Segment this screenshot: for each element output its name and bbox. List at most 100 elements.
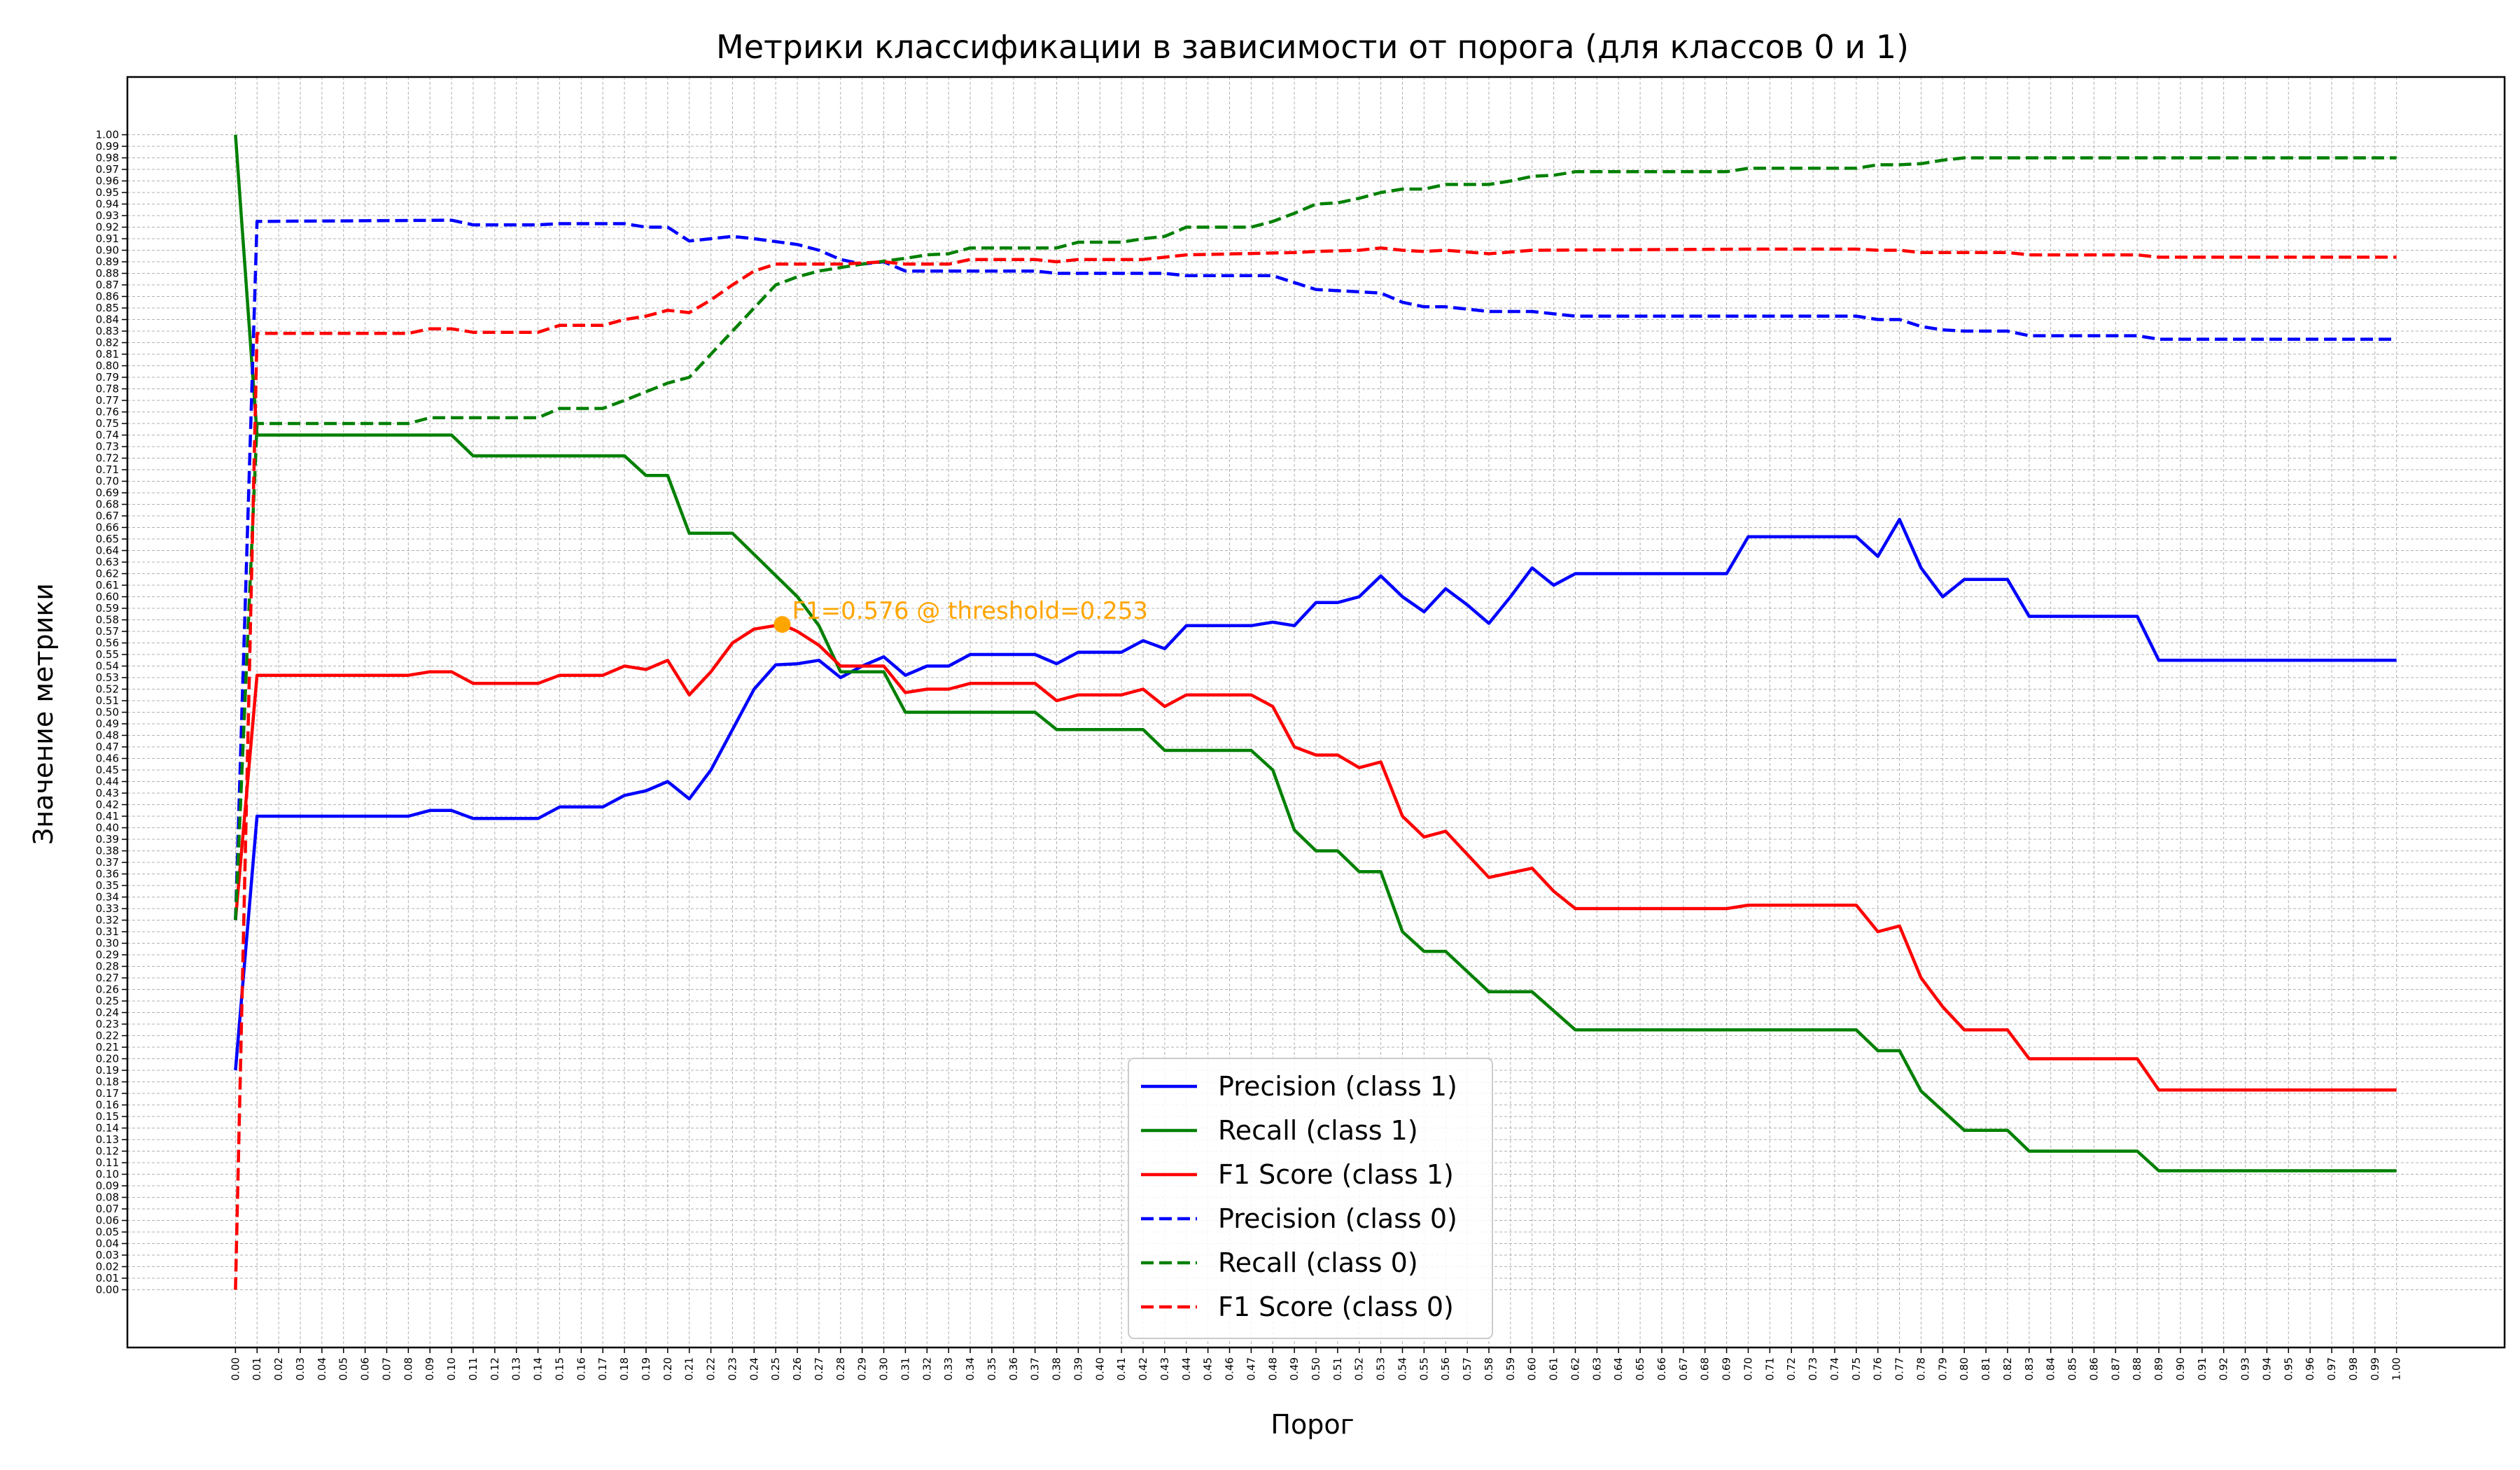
y-tick-label: 0.53: [96, 671, 119, 684]
series-line: [234, 622, 2397, 1092]
x-tick-label: 0.55: [1418, 1357, 1430, 1380]
y-tick-label: 0.10: [96, 1168, 119, 1181]
y-tick-label: 0.97: [96, 163, 119, 176]
y-tick-label: 0.39: [96, 833, 119, 846]
x-tick-label: 0.86: [2087, 1357, 2100, 1380]
x-tick-label: 0.42: [1137, 1357, 1149, 1380]
series-line: [234, 156, 2397, 920]
x-tick-label: 0.00: [229, 1357, 241, 1380]
y-tick-label: 0.74: [96, 429, 119, 442]
y-tick-label: 0.19: [96, 1064, 119, 1077]
x-tick-label: 0.44: [1180, 1357, 1193, 1380]
x-tick-label: 0.05: [337, 1357, 350, 1380]
y-tick-label: 0.69: [96, 486, 119, 499]
x-tick-label: 0.78: [1914, 1357, 1927, 1380]
x-tick-label: 0.21: [683, 1357, 696, 1380]
x-tick-label: 0.68: [1699, 1357, 1712, 1380]
x-tick-label: 0.65: [1634, 1357, 1646, 1380]
y-tick-label: 0.62: [96, 568, 119, 580]
y-tick-label: 0.14: [96, 1122, 119, 1135]
x-tick-label: 0.94: [2260, 1357, 2273, 1380]
x-tick-label: 0.51: [1331, 1357, 1344, 1380]
x-axis-label: Порог: [1270, 1409, 1354, 1440]
x-tick-label: 0.63: [1590, 1357, 1603, 1380]
series-line: [234, 246, 2397, 1290]
y-tick-label: 0.86: [96, 290, 119, 303]
y-tick-label: 0.51: [96, 694, 119, 707]
y-tick-label: 0.03: [96, 1249, 119, 1261]
x-tick-label: 1.00: [2390, 1357, 2403, 1380]
y-tick-label: 0.68: [96, 498, 119, 511]
y-tick-label: 0.38: [96, 845, 119, 858]
y-tick-label: 0.77: [96, 394, 119, 407]
x-tick-label: 0.72: [1785, 1357, 1798, 1380]
best-f1-label: F1=0.576 @ threshold=0.253: [792, 597, 1148, 625]
x-tick-label: 0.81: [1980, 1357, 1992, 1380]
x-tick-label: 0.41: [1115, 1357, 1128, 1380]
legend-label: Recall (class 0): [1218, 1247, 1418, 1278]
y-tick-label: 0.96: [96, 175, 119, 188]
x-tick-label: 0.34: [964, 1357, 976, 1380]
annotation: F1=0.576 @ threshold=0.253: [774, 597, 1148, 634]
y-tick-label: 0.44: [96, 776, 119, 788]
y-tick-label: 0.65: [96, 533, 119, 545]
x-tick-label: 0.13: [510, 1357, 523, 1380]
x-tick-label: 0.31: [899, 1357, 911, 1380]
grid-group: [127, 77, 2505, 1348]
y-tick-label: 0.89: [96, 255, 119, 268]
y-tick-label: 0.72: [96, 452, 119, 465]
x-tick-label: 0.47: [1245, 1357, 1257, 1380]
x-tick-label: 0.95: [2282, 1357, 2295, 1380]
y-tick-label: 0.87: [96, 279, 119, 291]
x-tick-label: 0.03: [294, 1357, 307, 1380]
x-tick-label: 0.38: [1051, 1357, 1063, 1380]
x-tick-label: 0.16: [575, 1357, 587, 1380]
y-axis-label: Значение метрики: [28, 583, 59, 845]
y-tick-label: 0.29: [96, 948, 119, 961]
y-tick-label: 0.70: [96, 475, 119, 488]
x-tick-label: 0.29: [856, 1357, 869, 1380]
y-tick-label: 0.37: [96, 856, 119, 869]
x-tick-label: 0.92: [2218, 1357, 2230, 1380]
x-tick-label: 0.17: [596, 1357, 609, 1380]
y-tick-label: 0.99: [96, 140, 119, 153]
y-tick-label: 0.08: [96, 1191, 119, 1204]
y-tick-label: 0.85: [96, 302, 119, 314]
x-tick-label: 0.87: [2109, 1357, 2122, 1380]
y-tick-label: 0.21: [96, 1041, 119, 1054]
y-tick-label: 0.34: [96, 891, 119, 904]
x-tick-label: 0.33: [942, 1357, 955, 1380]
legend-box: [1128, 1058, 1493, 1339]
x-tick-label: 0.61: [1548, 1357, 1560, 1380]
y-tick-label: 0.95: [96, 186, 119, 199]
series-line: [234, 218, 2397, 920]
y-tick-label: 0.43: [96, 787, 119, 799]
x-tick-label: 0.04: [316, 1357, 328, 1380]
x-tick-label: 0.59: [1504, 1357, 1517, 1380]
y-tick-label: 0.81: [96, 348, 119, 360]
legend-label: F1 Score (class 0): [1218, 1292, 1454, 1322]
y-tick-label: 0.52: [96, 683, 119, 696]
x-tick-label: 0.75: [1850, 1357, 1863, 1380]
y-tick-label: 0.64: [96, 545, 119, 557]
x-tick-label: 0.43: [1158, 1357, 1171, 1380]
y-tick-label: 0.50: [96, 706, 119, 719]
y-tick-label: 0.76: [96, 406, 119, 419]
x-tick-label: 0.82: [2001, 1357, 2014, 1380]
y-tick-label: 0.22: [96, 1030, 119, 1042]
x-tick-label: 0.79: [1936, 1357, 1949, 1380]
y-tick-label: 0.57: [96, 625, 119, 638]
y-tick-label: 0.61: [96, 579, 119, 592]
x-tick-label: 0.96: [2304, 1357, 2316, 1380]
x-tick-label: 0.89: [2152, 1357, 2165, 1380]
x-ticks: 0.00 0.01 0.02 0.03 0.04 0.05 0.06 0.07 0.08 0.09…: [229, 1348, 2403, 1380]
x-tick-label: 0.28: [834, 1357, 847, 1380]
y-tick-label: 0.55: [96, 648, 119, 661]
x-tick-label: 0.93: [2239, 1357, 2252, 1380]
y-tick-label: 0.07: [96, 1203, 119, 1215]
y-tick-label: 0.24: [96, 1007, 119, 1019]
y-tick-label: 0.58: [96, 614, 119, 626]
x-tick-label: 0.24: [748, 1357, 760, 1380]
y-tick-label: 0.23: [96, 1018, 119, 1030]
x-tick-label: 0.66: [1656, 1357, 1668, 1380]
